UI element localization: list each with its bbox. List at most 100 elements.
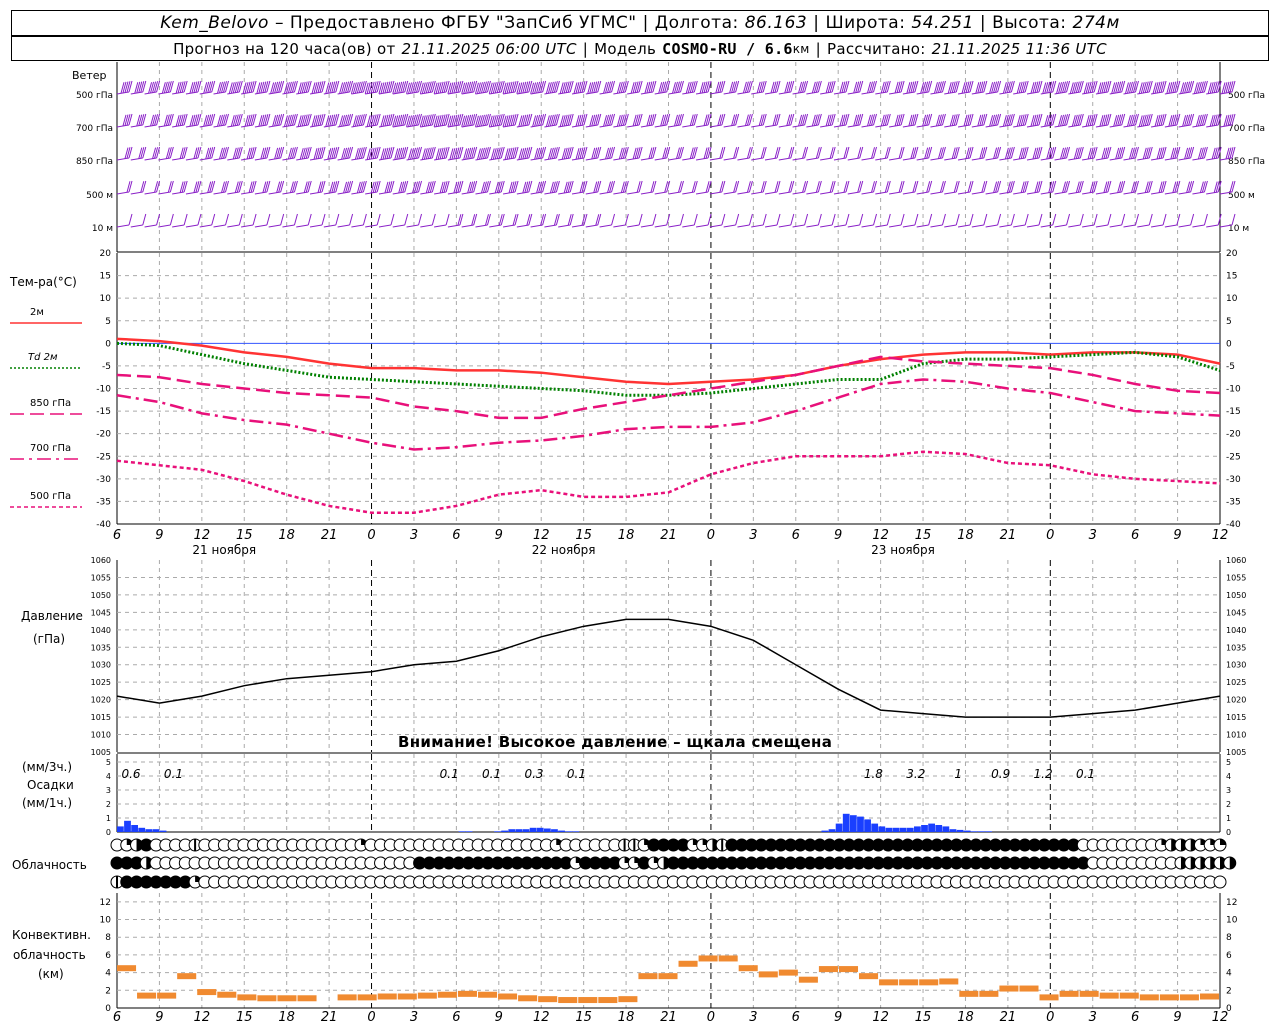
wind-barb [544,80,560,95]
wind-barb-feather [680,146,684,159]
wind-barb [282,213,298,228]
wind-barb-feather [1176,213,1181,226]
wind-barb-feather [1144,147,1149,159]
wind-barb-feather [484,181,489,193]
wind-barb-feather [1231,113,1236,126]
wind-barb-feather [211,80,216,93]
wind-barb-feather [802,147,807,159]
wind-barb-feather [1032,147,1037,160]
wind-barb-feather [873,146,878,159]
wind-barb-feather [1176,180,1181,193]
wind-barb-feather [402,81,407,93]
wind-barb-feather [666,146,671,159]
wind-barb-feather [748,180,753,193]
wind-barb [530,113,547,128]
wind-barb-feather [528,146,533,159]
wind-barb [571,80,588,95]
wind-barb-feather [1119,147,1124,159]
wind-barb-feather [538,81,543,93]
wind-barb-feather [1186,114,1191,126]
wind-barb-feather [662,114,667,126]
wind-barb [489,180,505,195]
wind-barb-feather [1064,114,1069,126]
wind-barb-feather [327,82,332,94]
conv-bar [157,992,177,999]
wind-barb [1082,113,1098,128]
wind-barb-feather [719,181,724,193]
wind-barb [337,80,354,95]
wind-barb-feather [553,114,558,126]
wind-barb-shaft [613,157,626,161]
wind-barb-feather [786,114,791,126]
wind-barb-feather [473,113,478,126]
wind-barb-feather [457,214,462,226]
wind-barb-feather [900,80,905,93]
wind-barb [875,180,891,195]
wind-barb-feather [142,213,147,226]
wind-barb-feather [498,114,503,126]
wind-barb [944,180,960,195]
wind-barb-feather [1154,82,1159,94]
wind-barb-feather [445,146,450,159]
wind-barb-feather [1211,81,1216,94]
conv-x-tick-label: 21 [1000,1010,1017,1024]
wind-barb [1137,180,1153,195]
pressure-unit: (гПа) [33,632,66,646]
wind-barb-feather [518,148,523,160]
wind-barb-feather [965,81,970,93]
wind-barb-feather [152,81,157,93]
wind-barb-feather [955,80,960,93]
wind-barb-shaft [916,224,929,228]
wind-barb-feather [1148,113,1153,126]
wind-barb-feather [545,115,550,127]
conv-bar [598,997,618,1004]
wind-barb-feather [935,114,940,127]
wind-barb [778,180,795,195]
wind-barb-feather [540,114,545,126]
wind-barb-feather [770,81,775,94]
wind-barb-feather [236,147,241,159]
wind-barb-feather [705,147,710,159]
wind-barb-shaft [241,224,254,228]
wind-barb-feather [404,146,409,159]
wind-barb-feather [1103,114,1108,126]
wind-barb-shaft [902,91,915,95]
wind-barb-shaft [489,124,502,128]
wind-barb-feather [360,181,365,193]
wind-barb-feather [928,213,933,226]
wind-barb [1109,113,1126,128]
wind-barb-feather [128,80,133,93]
wind-barb-shaft [1206,224,1219,228]
wind-barb [806,213,822,228]
wind-barb-feather [1156,147,1161,160]
wind-barb-feather [471,147,476,159]
wind-barb-feather [758,114,763,126]
wind-barb-feather [313,82,318,94]
wind-barb-shaft [1095,91,1108,95]
wind-barb-shaft [613,124,626,128]
wind-barb-feather [425,114,430,127]
wind-barb-shaft [957,191,971,195]
wind-barb-shaft [1054,224,1067,228]
wind-barb [144,146,161,161]
temp-y-tick-label-right: -5 [1226,362,1235,372]
wind-barb-feather [760,147,765,159]
conv-bar [979,990,999,997]
wind-barb [116,113,133,128]
wind-barb [461,113,478,128]
wind-barb-feather [205,114,210,127]
pressure-y-tick-label-right: 1020 [1226,696,1246,705]
conv-bar [437,991,457,998]
wind-barb-feather [398,147,403,160]
wind-barb-shaft [475,224,488,228]
wind-barb [889,113,905,128]
wind-barb-feather [289,114,294,126]
wind-barb [792,146,809,161]
wind-barb-feather [1048,81,1053,93]
temp-x-tick-label: 0 [1046,528,1054,543]
wind-barb-feather [1034,181,1039,193]
wind-barb [1137,146,1153,161]
wind-barb-shaft [392,124,405,128]
wind-barb-feather [394,148,399,160]
wind-barb-shaft [130,191,143,195]
